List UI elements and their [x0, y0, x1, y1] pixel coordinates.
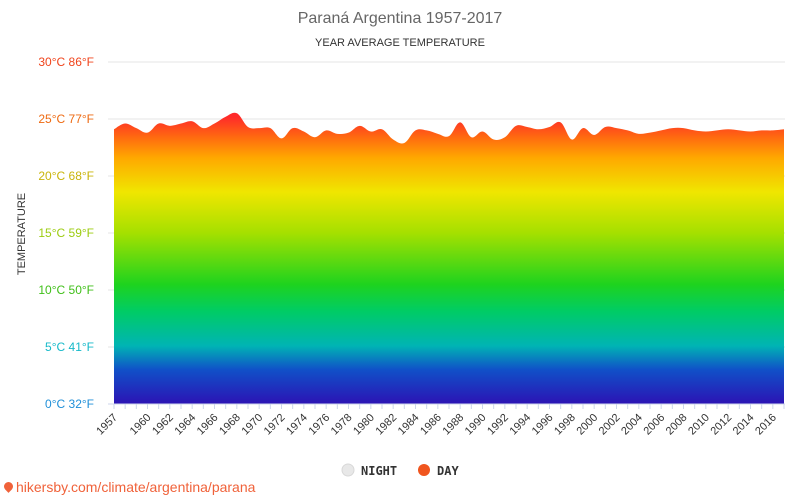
x-tick-label: 1970 — [239, 412, 265, 438]
x-tick-label: 1964 — [172, 412, 198, 438]
x-tick-label: 1957 — [94, 412, 120, 438]
x-tick-label: 1984 — [396, 412, 422, 438]
y-tick-label: 15°C 59°F — [38, 226, 94, 240]
x-tick-label: 1986 — [418, 412, 444, 438]
y-axis-title: TEMPERATURE — [16, 193, 28, 275]
x-tick-label: 2008 — [664, 412, 690, 438]
x-tick-label: 1982 — [373, 412, 399, 438]
y-tick-label: 20°C 68°F — [38, 169, 94, 183]
x-tick-label: 1974 — [284, 412, 310, 438]
legend-night[interactable]: NIGHT — [341, 463, 397, 478]
legend-day-label: DAY — [437, 464, 459, 478]
y-tick-label: 30°C 86°F — [38, 55, 94, 69]
x-tick-label: 1960 — [128, 412, 154, 438]
y-axis-ticks: 0°C 32°F 5°C 41°F 10°C 50°F 15°C 59°F 20°C 6… — [38, 55, 94, 411]
map-pin-icon — [2, 480, 15, 493]
x-tick-label: 2012 — [708, 412, 734, 438]
x-tick-label: 1978 — [329, 412, 355, 438]
y-tick-label: 10°C 50°F — [38, 283, 94, 297]
x-tick-label: 1996 — [530, 412, 556, 438]
x-tick-label: 2004 — [619, 412, 645, 438]
x-tick-label: 2002 — [597, 412, 623, 438]
chart-title: Paraná Argentina 1957-2017 — [298, 10, 503, 27]
y-tick-label: 25°C 77°F — [38, 112, 94, 126]
x-axis-ticks: 1957 196019621964196619681970197219741976… — [94, 404, 785, 438]
x-tick-label: 2006 — [641, 412, 667, 438]
x-tick-label: 2000 — [574, 412, 600, 438]
y-tick-label: 0°C 32°F — [45, 397, 94, 411]
x-tick-label: 2014 — [731, 412, 757, 438]
legend-day-marker — [418, 464, 430, 476]
x-tick-label: 1962 — [150, 412, 176, 438]
legend-day[interactable]: DAY — [418, 464, 459, 478]
source-link[interactable]: hikersby.com/climate/argentina/parana — [2, 479, 256, 495]
x-tick-label: 1968 — [217, 412, 243, 438]
x-tick-label: 1980 — [351, 412, 377, 438]
x-tick-label: 1972 — [262, 412, 288, 438]
x-tick-label: 1998 — [552, 412, 578, 438]
x-tick-label: 1966 — [195, 412, 221, 438]
source-link-text: hikersby.com/climate/argentina/parana — [16, 479, 256, 495]
x-tick-label: 1992 — [485, 412, 511, 438]
legend-night-label: NIGHT — [361, 464, 397, 478]
legend-night-marker — [341, 463, 355, 477]
x-tick-label: 1988 — [440, 412, 466, 438]
x-tick-label: 2010 — [686, 412, 712, 438]
x-tick-label: 1994 — [507, 412, 533, 438]
y-tick-label: 5°C 41°F — [45, 340, 94, 354]
x-tick-label: 1976 — [306, 412, 332, 438]
x-tick-label: 1990 — [463, 412, 489, 438]
chart-subtitle: YEAR AVERAGE TEMPERATURE — [315, 37, 485, 49]
night-series-area — [114, 240, 784, 404]
x-tick-label: 2016 — [753, 412, 779, 438]
legend: NIGHT DAY — [341, 463, 459, 478]
